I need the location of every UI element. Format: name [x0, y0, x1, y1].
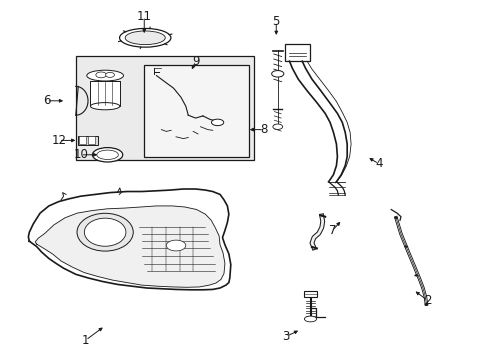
Ellipse shape [125, 31, 165, 45]
Bar [79, 136, 86, 144]
Bar [88, 136, 95, 144]
Ellipse shape [166, 240, 185, 251]
Text: 10: 10 [73, 148, 88, 161]
Bar [78, 136, 98, 145]
Text: 1: 1 [81, 334, 89, 347]
Ellipse shape [211, 119, 224, 126]
Text: 9: 9 [191, 55, 199, 68]
Text: 12: 12 [51, 134, 66, 147]
Ellipse shape [92, 148, 122, 162]
Ellipse shape [271, 71, 283, 77]
Ellipse shape [87, 70, 123, 81]
Ellipse shape [96, 72, 106, 78]
Text: 4: 4 [374, 157, 382, 170]
Text: 6: 6 [42, 94, 50, 107]
Text: 2: 2 [423, 294, 431, 307]
Ellipse shape [77, 213, 133, 251]
Ellipse shape [304, 316, 316, 322]
Ellipse shape [413, 274, 417, 276]
Polygon shape [28, 189, 230, 290]
Ellipse shape [393, 217, 397, 219]
Ellipse shape [84, 218, 126, 246]
Polygon shape [35, 206, 224, 287]
Text: 5: 5 [272, 15, 280, 28]
Bar [144, 65, 249, 157]
Ellipse shape [119, 28, 171, 47]
Bar [76, 56, 254, 160]
Bar [284, 44, 309, 61]
Bar [90, 81, 120, 106]
Ellipse shape [90, 103, 120, 110]
Ellipse shape [105, 72, 114, 77]
Ellipse shape [404, 246, 407, 248]
Bar [304, 291, 316, 297]
Ellipse shape [272, 124, 282, 130]
Text: 11: 11 [137, 10, 151, 23]
Text: 3: 3 [282, 330, 289, 343]
Text: 7: 7 [328, 224, 336, 237]
Ellipse shape [97, 150, 118, 159]
Ellipse shape [424, 303, 427, 305]
Text: 8: 8 [260, 123, 267, 136]
